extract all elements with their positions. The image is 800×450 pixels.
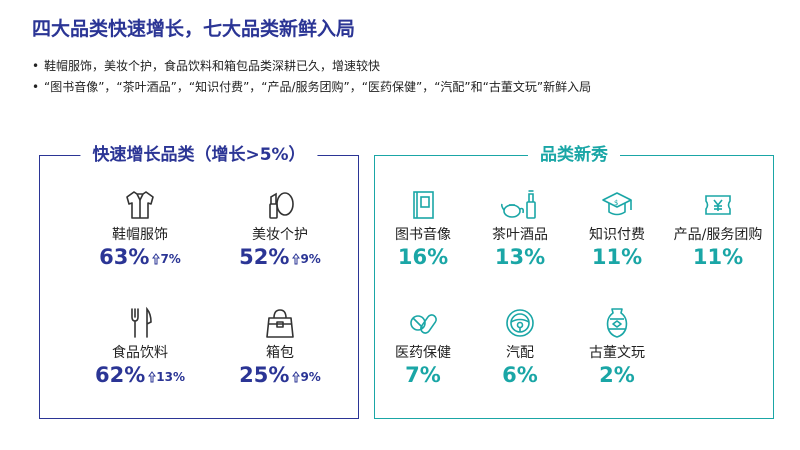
growth-value: 7% [160,252,181,266]
fork-knife-icon [131,306,152,338]
category-share: 62% [95,363,146,387]
category-knowledge: $ 知识付费 11% [572,188,662,270]
category-share: 2% [599,363,635,387]
category-name: 医药保健 [395,345,451,361]
growth-arrow-icon [148,371,157,383]
growth-arrow-icon [152,253,161,265]
category-auto-parts: 汽配 6% [475,306,565,388]
category-medicine: 医药保健 7% [378,306,468,388]
page-title: 四大品类快速增长，七大品类新鲜入局 [32,18,356,40]
category-name: 产品/服务团购 [673,227,763,243]
growth-value: 13% [156,370,185,384]
bullet-item: 鞋帽服饰，美妆个护，食品饮料和箱包品类深耕已久，增速较快 [32,56,591,77]
category-share: 63% [99,245,150,269]
category-group-buy: 产品/服务团购 11% [665,188,771,270]
category-share: 52% [239,245,290,269]
category-share: 11% [692,245,744,269]
growth-arrow-icon [292,253,301,265]
category-share: 13% [494,245,546,269]
pills-icon [410,314,437,334]
handbag-icon [266,309,294,338]
fast-growth-panel: 快速增长品类（增长>5%） 鞋帽服饰 63% 7% 美妆个护 52% 9% 食品饮料… [39,143,359,419]
category-share: 25% [239,363,290,387]
category-name: 汽配 [506,345,534,361]
category-name: 箱包 [266,345,294,361]
category-bags: 箱包 25% 9% [220,306,340,390]
book-icon [413,191,434,219]
yen-ticket-icon [705,195,731,215]
steering-wheel-icon [506,309,534,337]
new-categories-panel: 品类新秀 图书音像 16% 茶叶酒品 13% $ 知识付费 1 [374,143,774,419]
category-share: 16% [397,245,449,269]
growth-indicator: 13% [148,364,185,390]
category-food: 食品饮料 62% 13% [80,306,200,390]
tshirt-icon [126,191,154,219]
growth-value: 9% [300,370,321,384]
teapot-bottle-icon [500,190,536,219]
category-apparel: 鞋帽服饰 63% 7% [80,188,200,272]
category-share: 11% [591,245,643,269]
graduation-cap-icon: $ [602,192,632,216]
category-tea-wine: 茶叶酒品 13% [475,188,565,270]
category-beauty: 美妆个护 52% 9% [220,188,340,272]
fast-growth-panel-title: 快速增长品类（增长>5%） [80,143,318,167]
growth-value: 9% [300,252,321,266]
category-name: 鞋帽服饰 [112,227,168,243]
category-name: 知识付费 [589,227,645,243]
growth-arrow-icon [292,371,301,383]
category-name: 图书音像 [395,227,451,243]
category-books: 图书音像 16% [378,188,468,270]
bullet-list: 鞋帽服饰，美妆个护，食品饮料和箱包品类深耕已久，增速较快 “图书音像”，“茶叶酒… [32,56,591,98]
category-antiques: 古董文玩 2% [572,306,662,388]
category-name: 美妆个护 [252,227,308,243]
category-name: 食品饮料 [112,345,168,361]
growth-indicator: 9% [292,364,321,390]
category-share: 6% [502,363,538,387]
growth-indicator: 9% [292,246,321,272]
category-share: 7% [405,363,441,387]
cosmetics-mirror-icon [269,192,294,219]
category-name: 茶叶酒品 [492,227,548,243]
growth-indicator: 7% [152,246,181,272]
vase-icon [606,308,628,338]
new-categories-panel-title: 品类新秀 [528,143,620,167]
bullet-item: “图书音像”，“茶叶酒品”，“知识付费”，“产品/服务团购”，“医药保健”，“汽… [32,77,591,98]
category-name: 古董文玩 [589,345,645,361]
svg-text:$: $ [614,199,618,207]
